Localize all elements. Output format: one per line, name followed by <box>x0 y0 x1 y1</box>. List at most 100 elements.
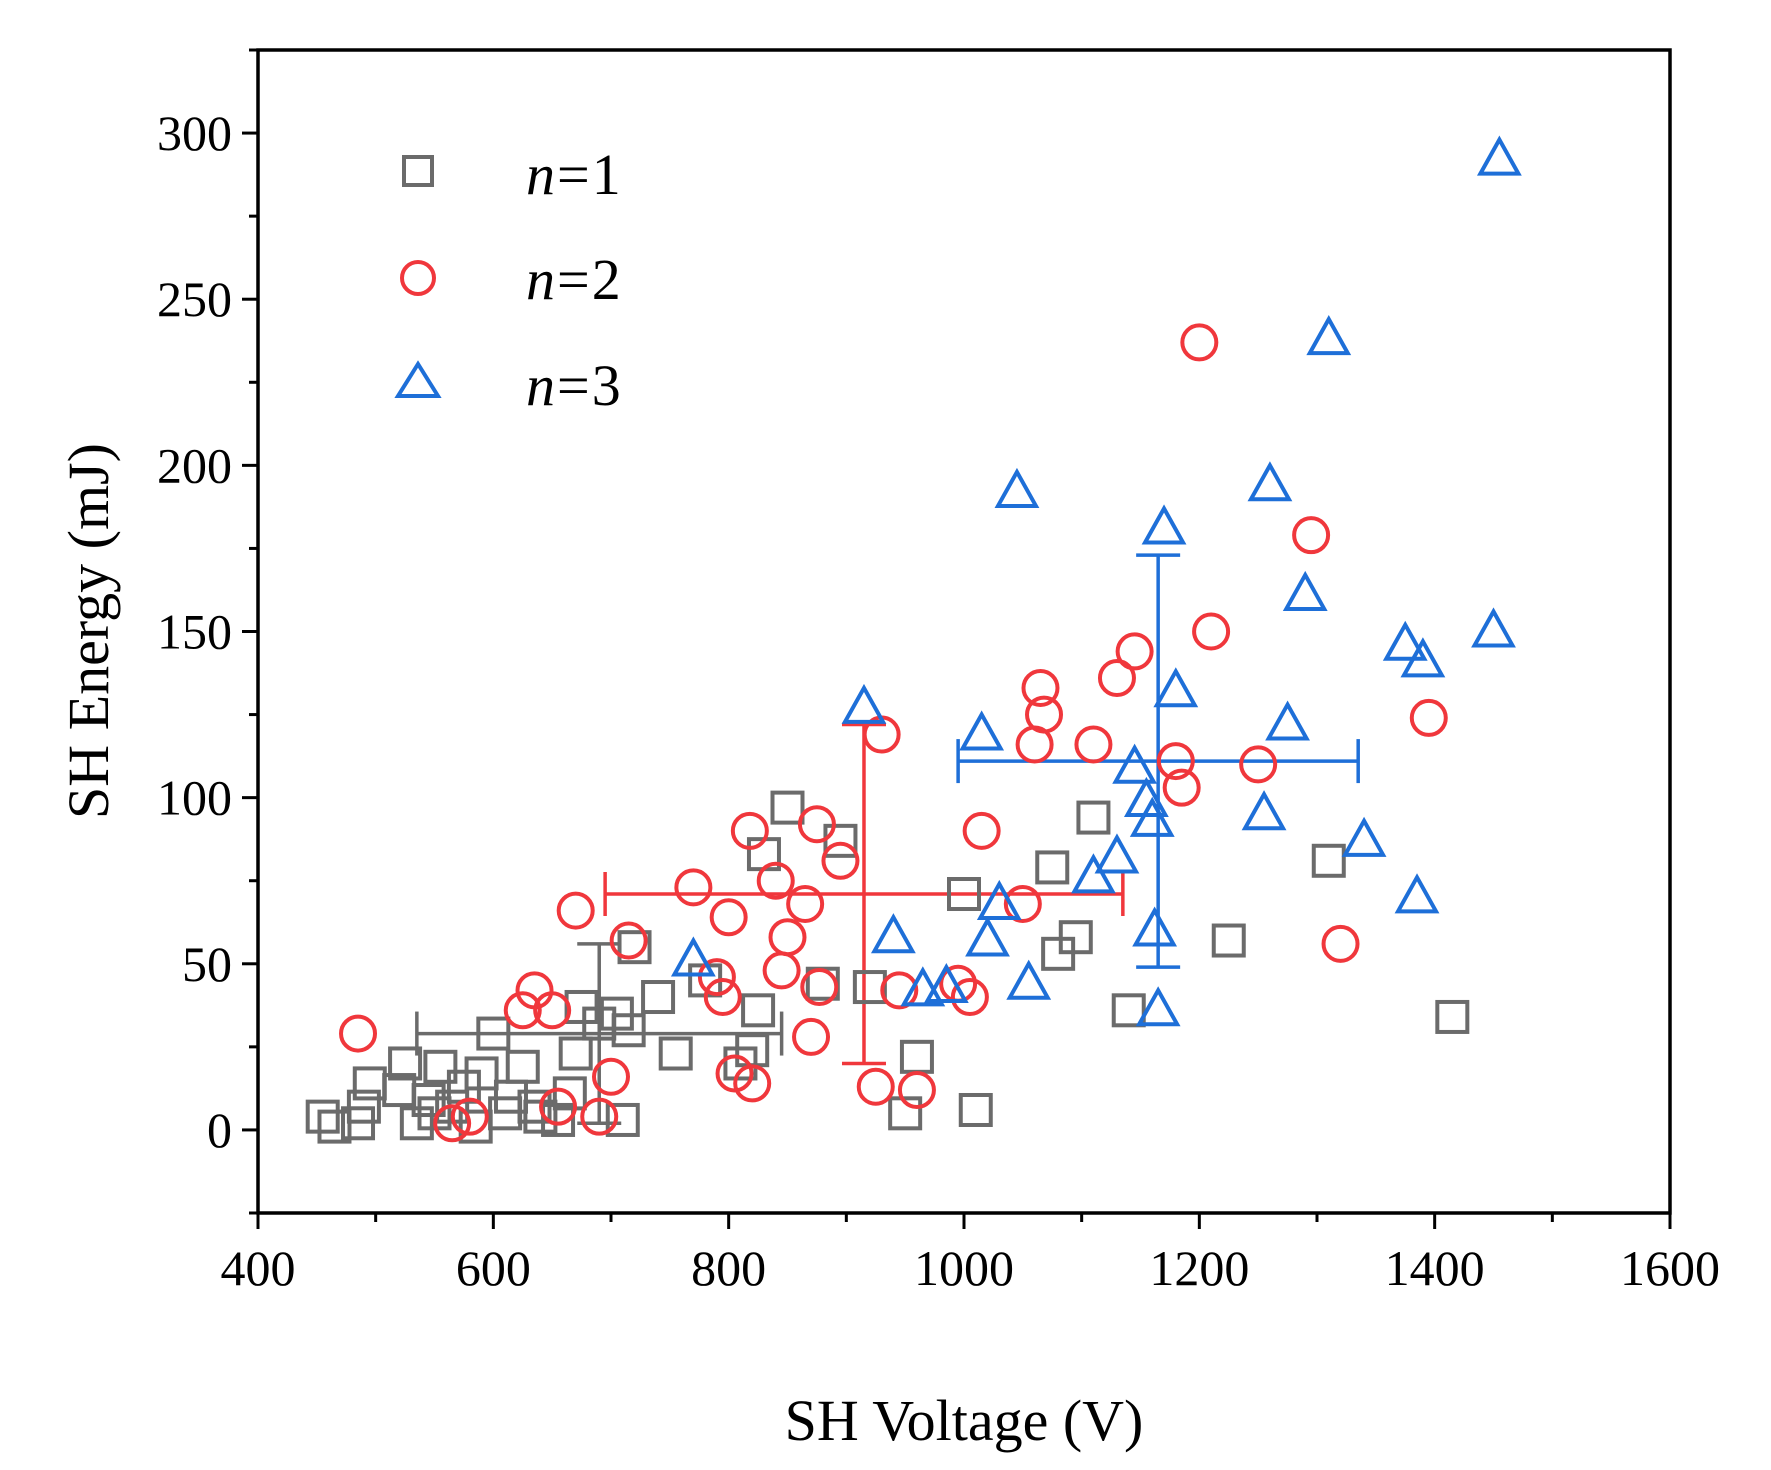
data-point-circle <box>709 898 748 937</box>
data-point-square <box>423 1049 458 1084</box>
legend-entry-n1: n=1 <box>402 142 621 207</box>
y-tick-label: 150 <box>157 604 232 660</box>
data-point-square <box>641 980 676 1015</box>
data-point-circle <box>1074 725 1113 764</box>
y-tick-label: 250 <box>157 271 232 327</box>
data-point-square <box>552 1076 587 1111</box>
y-tick-label: 50 <box>182 936 232 992</box>
data-point-triangle <box>1241 790 1287 831</box>
data-point-circle <box>897 1071 936 1110</box>
data-point-square <box>1076 800 1111 835</box>
series-n3 <box>670 135 1522 1027</box>
data-point-square <box>317 1109 352 1144</box>
data-point-circle <box>703 978 742 1017</box>
data-point-triangle <box>959 710 1005 751</box>
data-point-circle <box>609 921 648 960</box>
data-point-circle <box>1192 612 1231 651</box>
data-point-triangle <box>1476 135 1522 176</box>
data-point-circle <box>1292 516 1331 555</box>
data-point-triangle <box>965 916 1010 957</box>
data-point-circle <box>1162 768 1201 807</box>
data-point-circle <box>768 918 807 957</box>
data-point-square <box>1058 920 1093 955</box>
y-tick-label: 100 <box>157 770 232 826</box>
x-axis-title: SH Voltage (V) <box>785 1388 1144 1453</box>
legend-label: n=1 <box>526 142 621 207</box>
data-point-triangle <box>923 962 969 1004</box>
data-point-square <box>1211 923 1246 958</box>
data-point-circle <box>592 1057 630 1096</box>
data-point-triangle <box>1071 853 1116 894</box>
legend-entry-n2: n=2 <box>400 247 621 312</box>
data-point-triangle <box>1153 667 1199 708</box>
legend-marker-square <box>402 155 434 187</box>
x-tick-label: 600 <box>456 1240 531 1296</box>
x-tick-label: 800 <box>691 1240 766 1296</box>
data-point-triangle <box>1282 570 1328 611</box>
data-point-triangle <box>1400 637 1446 678</box>
x-tick-label: 1600 <box>1620 1240 1720 1296</box>
data-point-square <box>852 970 887 1005</box>
x-tick-label: 400 <box>221 1240 296 1296</box>
data-point-triangle <box>1094 833 1140 874</box>
data-point-triangle <box>1394 873 1440 914</box>
legend-label: n=3 <box>526 353 621 418</box>
data-point-square <box>605 1102 640 1137</box>
data-point-triangle <box>841 683 887 724</box>
data-point-square <box>505 1049 540 1084</box>
data-point-square <box>1435 999 1470 1034</box>
x-tick-label: 1400 <box>1385 1240 1485 1296</box>
data-point-circle <box>856 1067 895 1106</box>
data-point-square <box>1035 850 1070 885</box>
legend-marker-triangle <box>394 360 442 398</box>
x-tick-label: 1000 <box>914 1240 1014 1296</box>
data-point-circle <box>1021 668 1060 707</box>
axis-ticks: 400 600 800 1000 1200 1400 1600 0 50 100 150 200 250… <box>157 48 1720 1296</box>
data-point-triangle <box>1112 743 1158 784</box>
data-point-circle <box>1115 632 1154 671</box>
data-point-square <box>1311 843 1346 878</box>
data-point-square <box>464 1056 499 1091</box>
data-point-circle <box>950 978 989 1017</box>
data-point-triangle <box>1471 607 1516 648</box>
data-point-circle <box>1409 698 1448 737</box>
data-point-triangle <box>1132 906 1178 947</box>
data-point-circle <box>797 805 836 844</box>
data-point-circle <box>962 811 1001 850</box>
data-point-circle <box>433 1104 472 1143</box>
data-point-circle <box>533 991 572 1030</box>
data-point-circle <box>792 1017 831 1056</box>
data-point-circle <box>800 968 839 1007</box>
data-point-circle <box>503 991 542 1030</box>
y-tick-label: 0 <box>207 1102 232 1158</box>
data-point-triangle <box>1382 620 1428 661</box>
data-point-triangle <box>1141 504 1187 545</box>
data-point-circle <box>1025 695 1064 734</box>
legend-marker-circle <box>400 260 436 296</box>
data-point-square <box>558 1036 593 1071</box>
data-point-square <box>1111 993 1146 1028</box>
data-point-circle <box>1156 742 1195 781</box>
data-point-circle <box>1180 323 1219 362</box>
y-tick-label: 300 <box>157 105 232 161</box>
data-point-square <box>399 1106 434 1141</box>
data-point-square <box>658 1036 693 1071</box>
data-point-circle <box>786 884 825 923</box>
y-axis-title: SH Energy (mJ) <box>56 443 121 819</box>
data-point-circle <box>1003 884 1042 923</box>
data-point-square <box>346 1089 381 1124</box>
x-tick-label: 1200 <box>1149 1240 1249 1296</box>
data-point-circle <box>697 958 736 997</box>
data-point-circle <box>756 861 795 900</box>
data-point-triangle <box>994 467 1040 508</box>
data-point-circle <box>580 1097 619 1136</box>
data-point-circle <box>880 971 919 1010</box>
data-point-square <box>770 790 805 825</box>
data-point-triangle <box>1247 461 1293 502</box>
data-point-square <box>947 877 981 912</box>
data-point-triangle <box>900 966 946 1007</box>
marker-layer <box>305 135 1522 1144</box>
data-point-circle <box>1321 924 1360 963</box>
series-n2 <box>339 323 1448 1143</box>
